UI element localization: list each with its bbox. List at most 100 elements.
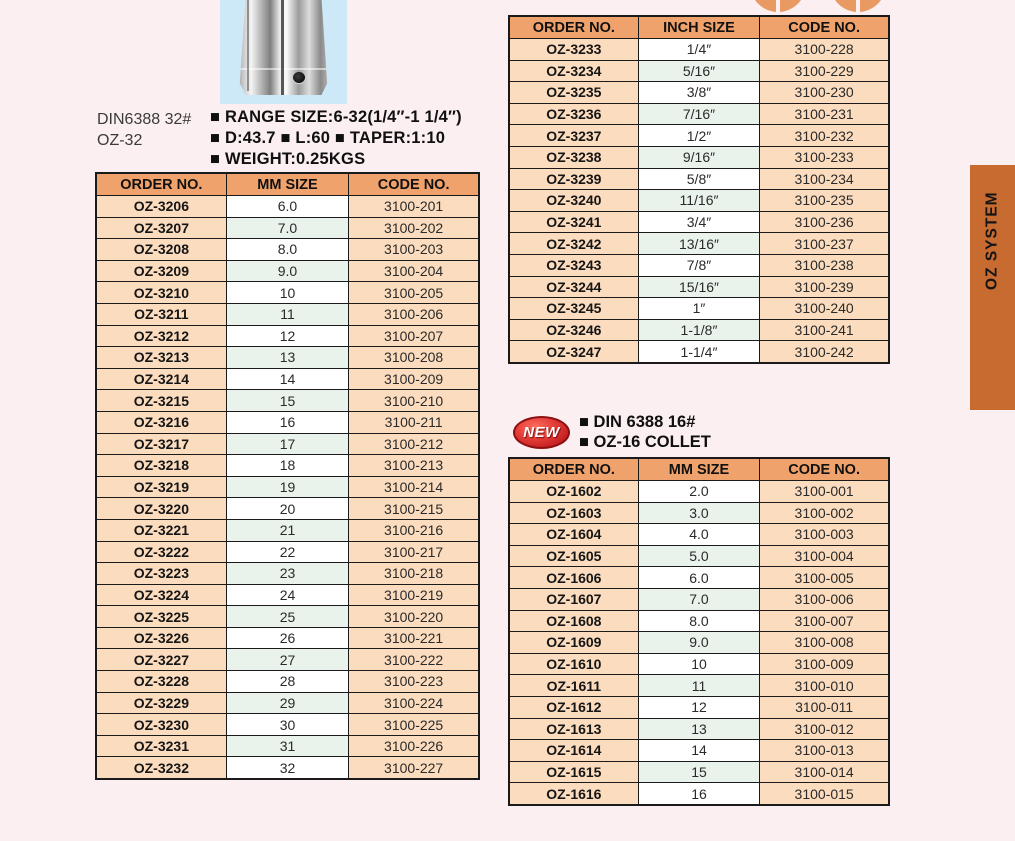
size-cell: 16 [637, 782, 761, 806]
table-row: OZ-1609 9.0 3100-008 [508, 631, 890, 654]
model-standard: DIN6388 32# [97, 111, 192, 128]
code-no-cell: 3100-004 [759, 544, 890, 568]
order-no-cell: OZ-3225 [95, 605, 227, 628]
code-no-cell: 3100-006 [759, 587, 890, 611]
order-no-cell: OZ-3215 [95, 389, 227, 412]
table-row: OZ-3229 29 3100-224 [95, 691, 480, 715]
size-cell: 31 [225, 734, 350, 758]
order-no-cell: OZ-1606 [508, 566, 639, 589]
code-no-cell: 3100-012 [759, 717, 890, 741]
size-cell: 3/8″ [637, 81, 761, 104]
table-row: OZ-3225 25 3100-220 [95, 605, 480, 628]
order-no-cell: OZ-3213 [95, 346, 227, 369]
size-cell: 5/8″ [637, 167, 761, 191]
collet-slit-left [247, 0, 250, 92]
order-no-cell: OZ-3244 [508, 275, 639, 299]
code-no-cell: 3100-210 [348, 389, 480, 412]
order-no-cell: OZ-3246 [508, 318, 639, 342]
code-no-cell: 3100-003 [759, 523, 890, 546]
size-cell: 8.0 [637, 609, 761, 633]
size-cell: 32 [225, 756, 350, 780]
size-cell: 23 [225, 562, 350, 585]
order-no-cell: OZ-1614 [508, 739, 639, 762]
table-row: OZ-1611 11 3100-010 [508, 674, 890, 697]
size-cell: 12 [637, 695, 761, 719]
table-row: OZ-3233 1/4″ 3100-228 [508, 38, 890, 61]
order-no-cell: OZ-3234 [508, 59, 639, 83]
code-no-cell: 3100-211 [348, 410, 480, 434]
table-row: OZ-1612 12 3100-011 [508, 695, 890, 719]
table-row: OZ-1616 16 3100-015 [508, 782, 890, 806]
header-row: ORDER NO. INCH SIZE CODE NO. [508, 15, 890, 39]
order-no-cell: OZ-1609 [508, 631, 639, 654]
table-row: OZ-3214 14 3100-209 [95, 367, 480, 391]
order-no-cell: OZ-3230 [95, 713, 227, 736]
table-row: OZ-3227 27 3100-222 [95, 648, 480, 672]
order-no-cell: OZ-3242 [508, 232, 639, 255]
table-row: OZ-3246 1-1/8″ 3100-241 [508, 318, 890, 342]
order-no-cell: OZ-3210 [95, 281, 227, 304]
collet-slit [280, 0, 284, 95]
table-row: OZ-1613 13 3100-012 [508, 717, 890, 741]
code-no-cell: 3100-229 [759, 59, 890, 83]
table-row: OZ-3235 3/8″ 3100-230 [508, 81, 890, 104]
size-cell: 9.0 [637, 631, 761, 654]
size-cell: 21 [225, 518, 350, 542]
table-row: OZ-3237 1/2″ 3100-232 [508, 124, 890, 147]
code-no-cell: 3100-218 [348, 562, 480, 585]
order-no-cell: OZ-3217 [95, 432, 227, 456]
order-no-cell: OZ-3238 [508, 145, 639, 169]
table-row: OZ-3213 13 3100-208 [95, 346, 480, 369]
table-row: OZ-3219 19 3100-214 [95, 475, 480, 499]
order-no-cell: OZ-3207 [95, 216, 227, 240]
table-row: OZ-3241 3/4″ 3100-236 [508, 210, 890, 234]
order-no-cell: OZ-3218 [95, 454, 227, 477]
order-no-cell: OZ-3247 [508, 340, 639, 364]
code-no-cell: 3100-011 [759, 695, 890, 719]
order-no-cell: OZ-3239 [508, 167, 639, 191]
model-number: OZ-32 [97, 132, 143, 149]
order-no-header: ORDER NO. [95, 172, 227, 196]
code-no-cell: 3100-238 [759, 253, 890, 277]
order-no-cell: OZ-1615 [508, 760, 639, 784]
oz-system-side-tab: OZ SYSTEM [970, 165, 1015, 410]
size-cell: 16 [225, 410, 350, 434]
order-no-header: ORDER NO. [508, 457, 639, 481]
size-cell: 14 [225, 367, 350, 391]
oz-system-label: OZ SYSTEM [983, 191, 1001, 291]
table-row: OZ-3218 18 3100-213 [95, 454, 480, 477]
order-no-cell: OZ-3220 [95, 497, 227, 520]
table-row: OZ-3231 31 3100-226 [95, 734, 480, 758]
code-no-cell: 3100-223 [348, 670, 480, 693]
size-cell: 17 [225, 432, 350, 456]
spec-weight: ■ WEIGHT:0.25KGS [210, 150, 366, 168]
code-no-cell: 3100-235 [759, 189, 890, 212]
table-row: OZ-3217 17 3100-212 [95, 432, 480, 456]
collet-image [239, 0, 328, 95]
size-cell: 1″ [637, 297, 761, 320]
table-row: OZ-3239 5/8″ 3100-234 [508, 167, 890, 191]
code-no-cell: 3100-001 [759, 480, 890, 503]
size-cell: 15 [637, 760, 761, 784]
oz16-mm-table: ORDER NO. MM SIZE CODE NO. OZ-1602 2.0 310… [508, 457, 890, 806]
order-no-cell: OZ-3222 [95, 540, 227, 564]
oz16-heading-standard: ■ DIN 6388 16# [579, 413, 696, 431]
size-cell: 7.0 [637, 587, 761, 611]
model-label: DIN6388 32# OZ-32 [97, 109, 191, 151]
table-row: OZ-3245 1″ 3100-240 [508, 297, 890, 320]
decorative-circle-icon [750, 0, 806, 12]
header-row: ORDER NO. MM SIZE CODE NO. [508, 457, 890, 481]
spec-range-size: ■ RANGE SIZE:6-32(1/4″-1 1/4″) [210, 108, 462, 126]
order-no-cell: OZ-3233 [508, 38, 639, 61]
order-no-cell: OZ-1604 [508, 523, 639, 546]
code-no-header: CODE NO. [759, 457, 890, 481]
size-cell: 11/16″ [637, 189, 761, 212]
size-cell: 11 [637, 674, 761, 697]
order-no-cell: OZ-1608 [508, 609, 639, 633]
table-row: OZ-3226 26 3100-221 [95, 626, 480, 650]
size-cell: 7.0 [225, 216, 350, 240]
size-cell: 13 [225, 346, 350, 369]
code-no-cell: 3100-216 [348, 518, 480, 542]
order-no-cell: OZ-1602 [508, 480, 639, 503]
table-row: OZ-3223 23 3100-218 [95, 562, 480, 585]
